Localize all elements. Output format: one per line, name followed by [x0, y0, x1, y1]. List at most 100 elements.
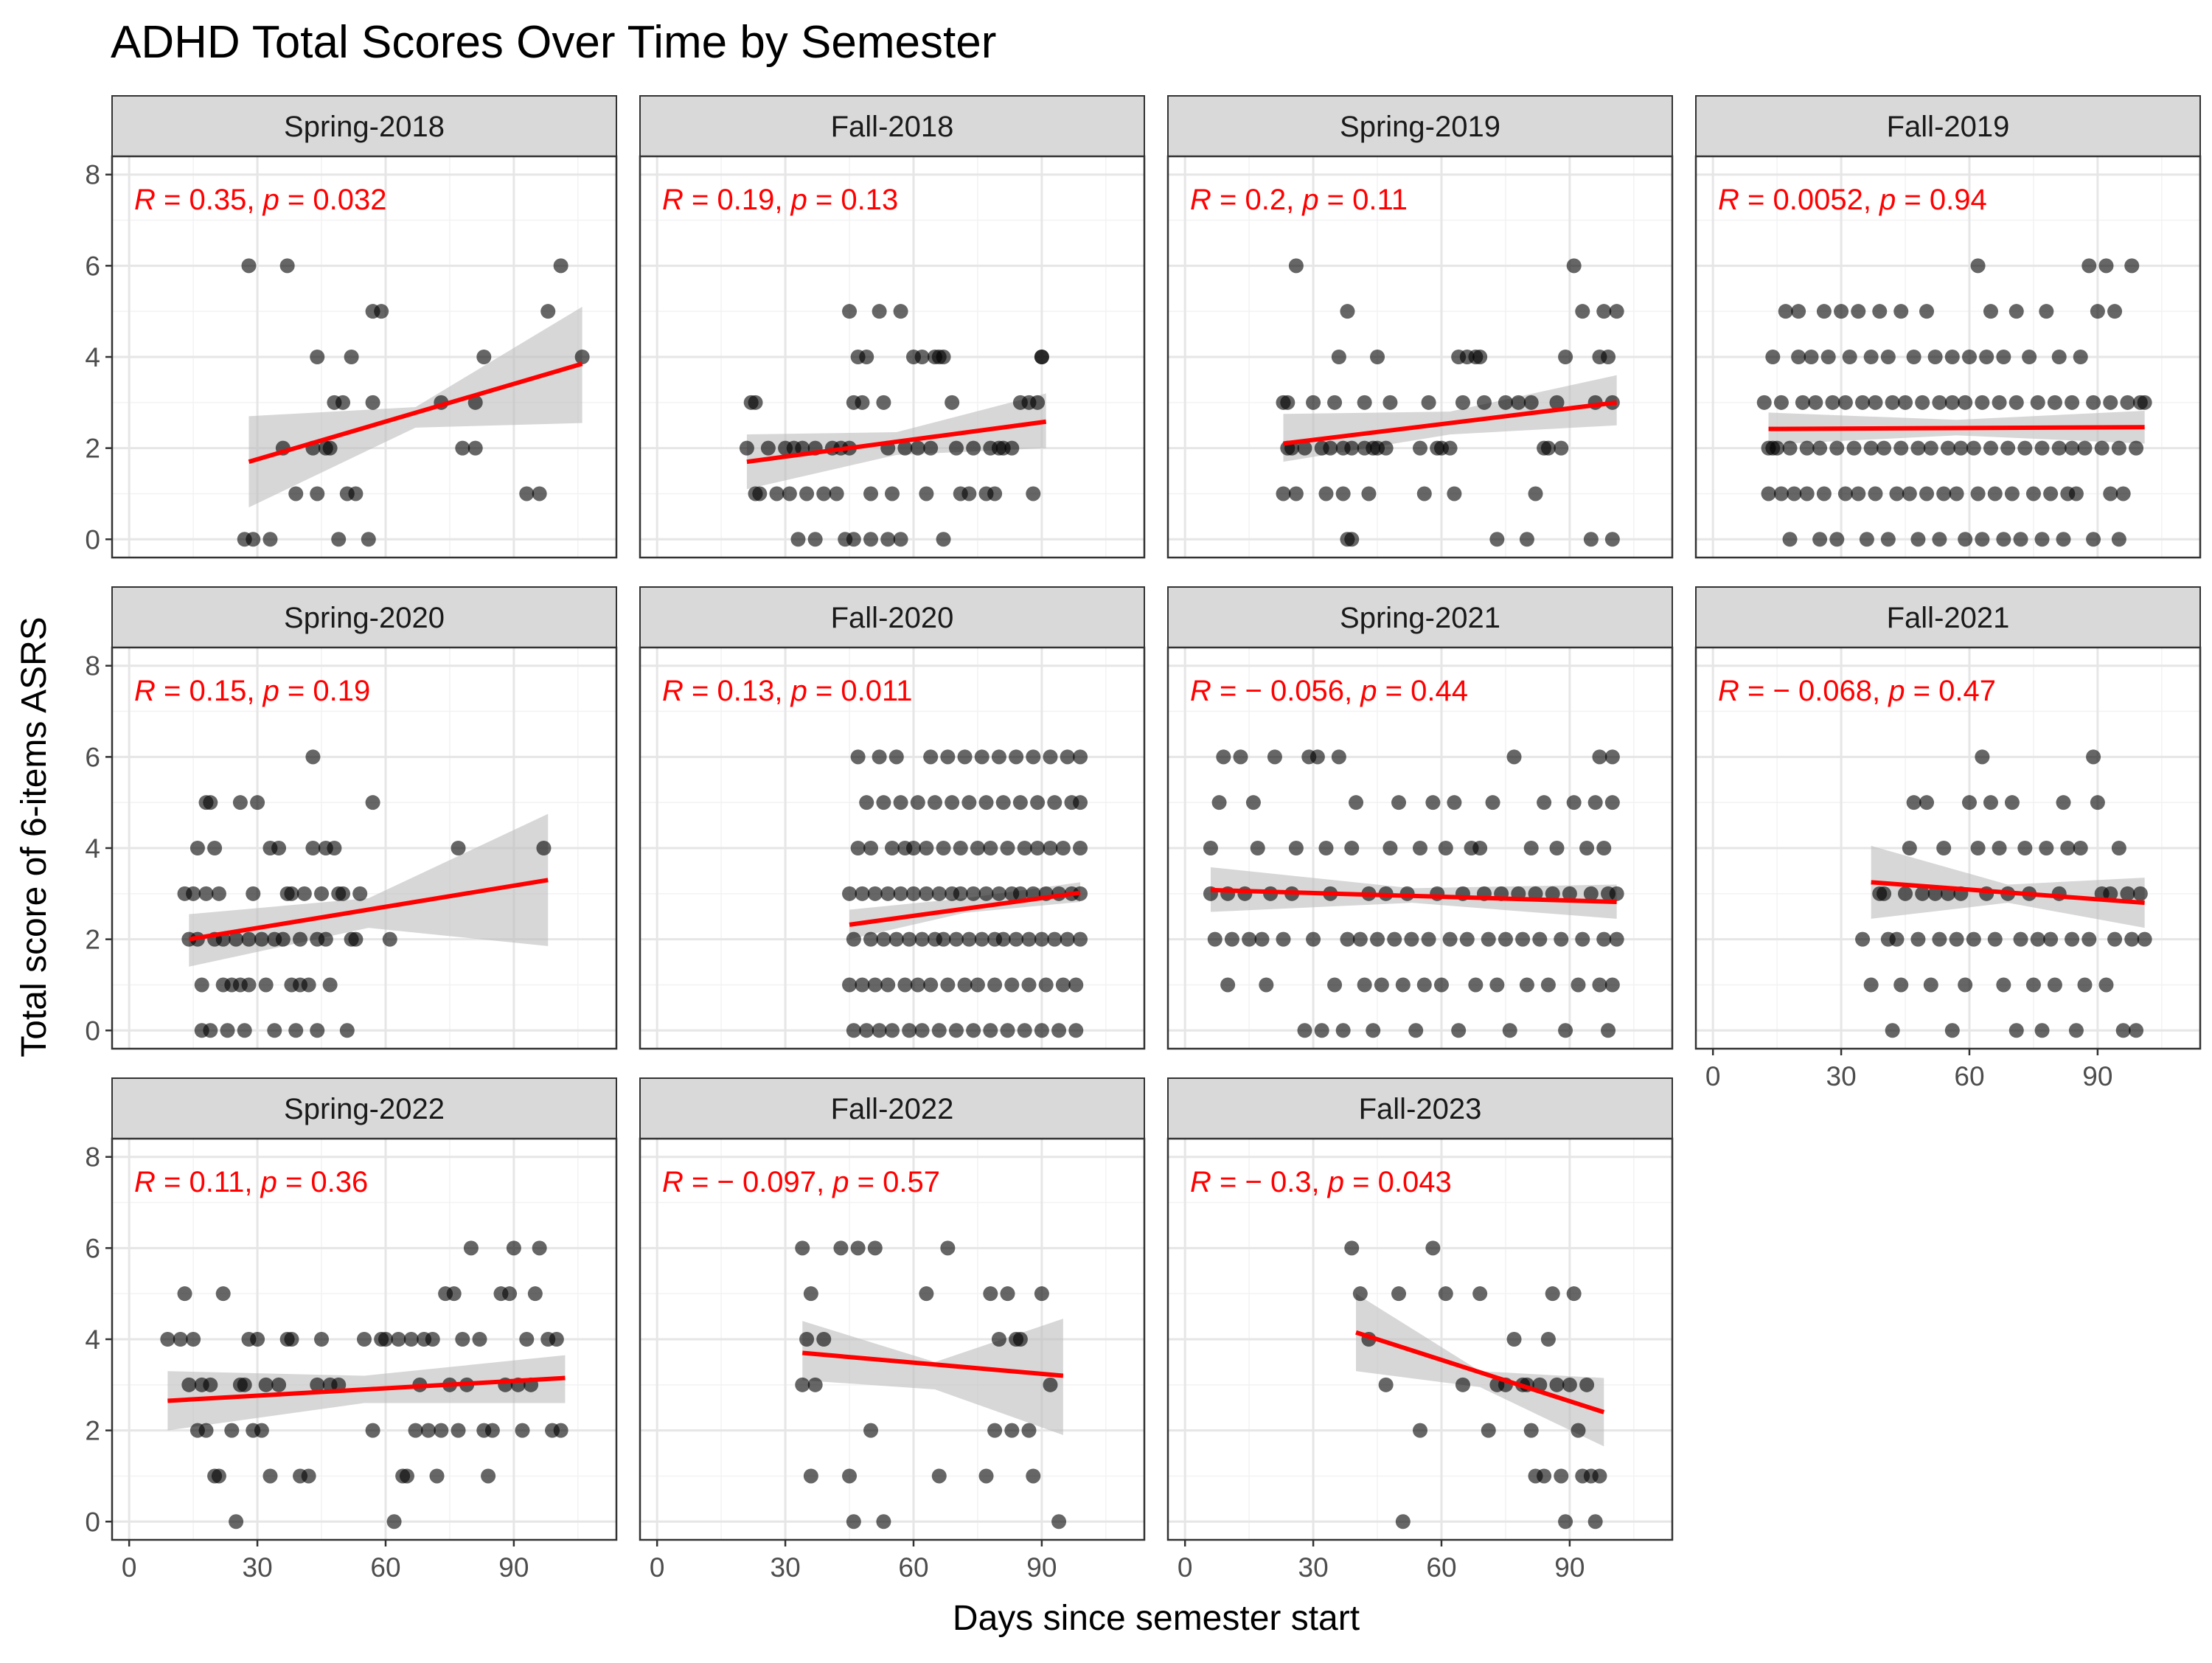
data-point [897, 440, 913, 456]
data-point [2120, 886, 2135, 901]
p-value: = 0.032 [279, 184, 387, 216]
data-point [467, 395, 483, 410]
panel-fall-2020: Fall-2020 R = 0.13, p = 0.011 [639, 586, 1146, 1050]
data-point [536, 841, 552, 855]
data-point [855, 886, 870, 901]
data-point [1528, 486, 1543, 501]
p-symbol: p [790, 184, 807, 216]
x-tick-label: 60 [1954, 1061, 1984, 1091]
data-point [365, 795, 380, 810]
data-point [1297, 440, 1312, 456]
data-point [1288, 486, 1304, 501]
data-point [1944, 1023, 1960, 1038]
data-point [1519, 532, 1534, 547]
data-point [752, 486, 768, 501]
data-point [867, 977, 883, 993]
data-point [876, 395, 891, 410]
data-point [1472, 841, 1488, 855]
p-symbol: p [832, 1166, 849, 1198]
data-point [361, 532, 376, 547]
data-point [1055, 841, 1071, 855]
data-point [1034, 350, 1049, 364]
data-point [515, 1423, 530, 1438]
data-point [1949, 931, 1964, 947]
data-point [1404, 931, 1419, 947]
data-point [910, 977, 925, 993]
panel-border [1166, 646, 1674, 1050]
data-point [978, 1468, 994, 1484]
data-point [1975, 749, 1990, 765]
data-point [301, 1468, 316, 1484]
data-point [506, 1240, 521, 1256]
data-point [455, 440, 470, 456]
data-point [2090, 795, 2105, 810]
panel-fall-2019: Fall-2019 R = 0.0052, p = 0.94 [1694, 95, 2202, 559]
data-point [974, 749, 990, 765]
facet-strip-label: Spring-2018 [284, 111, 445, 143]
data-point [296, 886, 312, 901]
data-point [305, 841, 321, 855]
data-point [301, 977, 316, 993]
data-point [1919, 795, 1935, 810]
correlation-annotation: R = − 0.097, p = 0.57 [662, 1166, 940, 1198]
data-point [2120, 395, 2135, 410]
data-point [1288, 258, 1304, 274]
data-point [1498, 931, 1513, 947]
data-point [910, 795, 925, 810]
correlation-annotation: R = 0.15, p = 0.19 [134, 675, 370, 707]
facet-strip [111, 95, 617, 157]
r-value: = − 0.056, [1211, 675, 1360, 707]
r-value: = − 0.068, [1739, 675, 1888, 707]
data-point [310, 350, 325, 364]
data-point [1545, 1286, 1560, 1302]
data-point [850, 1240, 866, 1256]
facet-strip-label: Spring-2020 [284, 602, 445, 634]
data-point [1523, 1423, 1539, 1438]
data-point [1344, 841, 1360, 855]
data-point [2013, 931, 2028, 947]
data-point [1043, 841, 1058, 855]
regression-line [1210, 887, 1617, 904]
data-point [1816, 486, 1832, 501]
data-point [1554, 931, 1569, 947]
data-point [519, 1332, 535, 1347]
data-point [859, 795, 874, 810]
p-symbol: p [1879, 184, 1896, 216]
r-symbol: R [662, 1166, 684, 1198]
data-point [1043, 749, 1058, 765]
data-point [1601, 1023, 1616, 1038]
data-point [2086, 532, 2101, 547]
data-point [258, 977, 274, 993]
data-point [403, 1332, 419, 1347]
data-point [769, 486, 785, 501]
data-point [897, 977, 913, 993]
data-point [1992, 841, 2007, 855]
data-point [2034, 440, 2050, 456]
data-point [189, 841, 205, 855]
data-point [1837, 395, 1853, 410]
data-point [1511, 395, 1526, 410]
data-point [241, 931, 257, 947]
data-point [348, 931, 364, 947]
p-value: = 0.36 [277, 1166, 368, 1198]
data-point [1558, 1514, 1573, 1530]
data-point [1898, 886, 1913, 901]
data-point [1906, 795, 1921, 810]
data-point [961, 795, 977, 810]
chart-title: ADHD Total Scores Over Time by Semester [111, 17, 996, 68]
data-point [799, 486, 815, 501]
data-point [1047, 795, 1062, 810]
r-symbol: R [134, 184, 156, 216]
x-tick-label: 30 [1826, 1061, 1857, 1091]
data-point [842, 304, 858, 319]
data-point [1549, 395, 1565, 410]
data-point [532, 1240, 547, 1256]
data-point [2065, 395, 2080, 410]
data-point [484, 1423, 500, 1438]
panels-layer: Spring-2018 R = 0.35, p = 0.032 0 2 4 6 8 Fall-… [85, 95, 2202, 1583]
data-point [1863, 350, 1879, 364]
data-point [1382, 395, 1398, 410]
correlation-annotation: R = 0.2, p = 0.11 [1190, 184, 1408, 216]
data-point [519, 486, 535, 501]
